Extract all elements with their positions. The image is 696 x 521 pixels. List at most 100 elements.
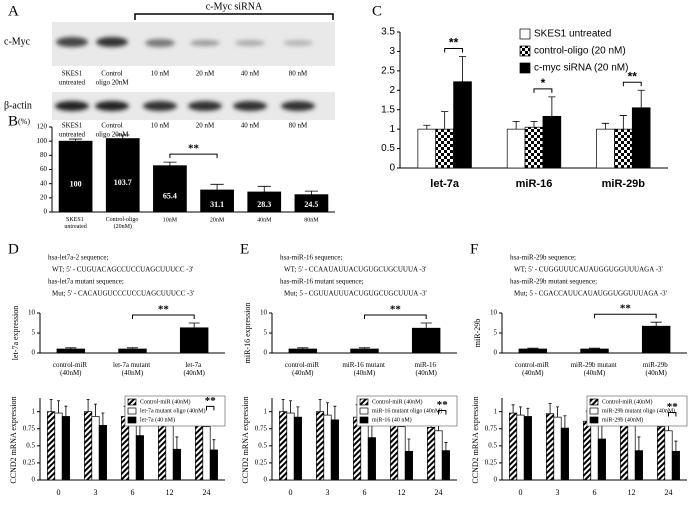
bar — [524, 126, 544, 169]
legend-label: miR-29b mutant oligo (40nM) — [602, 407, 675, 414]
bar — [590, 421, 599, 481]
bar — [631, 107, 651, 169]
y-axis-label: miR-16 expression — [243, 303, 252, 364]
bar — [509, 412, 518, 481]
error-bar — [650, 321, 662, 327]
bar — [288, 348, 318, 354]
error-bar — [601, 122, 610, 130]
error-bar — [101, 412, 105, 426]
panel-letter: C — [372, 3, 382, 19]
significance-label: ** — [437, 399, 449, 411]
y-tick-label: 2 — [389, 85, 395, 96]
blot-images — [52, 13, 335, 120]
lane-label: Control — [101, 70, 122, 78]
bar — [286, 412, 295, 481]
x-tick-label: 0 — [289, 488, 293, 497]
bar — [560, 427, 569, 481]
sequence-text: hsa-let7a-2 sequence; — [48, 254, 108, 262]
legend-swatch — [519, 62, 531, 74]
significance-bracket — [533, 88, 553, 93]
error-bar — [407, 438, 411, 452]
bar — [54, 412, 63, 481]
error-bar — [126, 347, 139, 349]
y-tick-label: 1.5 — [381, 104, 395, 115]
bar — [202, 426, 211, 481]
bar — [172, 448, 181, 481]
legend-label: miR-29b (40nM) — [602, 416, 643, 423]
y-tick-label: 0 — [494, 476, 498, 484]
sequence-text: Mut; 5 - CGACCAUUCAUAUGGUGGUUUAGA -3' — [514, 290, 667, 298]
value-label: 31.1 — [210, 200, 224, 209]
legend-swatch — [589, 407, 599, 415]
legend-label: Control-miR (40nM) — [140, 398, 191, 405]
panel-letter: D — [8, 241, 19, 257]
blot-title: c-Myc siRNA — [206, 1, 263, 12]
bar — [634, 450, 643, 481]
legend-label: Control-miR (40nM) — [372, 398, 423, 405]
y-tick-label: 10 — [490, 309, 498, 317]
bar — [516, 414, 525, 481]
error-bar — [116, 134, 130, 139]
significance-label: ** — [620, 303, 632, 315]
value-label: 24.5 — [304, 200, 318, 209]
y-tick-label: 0 — [389, 163, 395, 174]
bar — [390, 419, 399, 481]
x-tick-label: miR-16 (40nM) — [415, 361, 438, 377]
error-bar — [444, 442, 448, 451]
bar — [627, 424, 636, 481]
value-label: 100 — [70, 179, 82, 188]
legend-frame — [586, 395, 688, 427]
bar — [360, 418, 369, 481]
y-tick-label: 0.75 — [23, 424, 36, 432]
error-bar — [637, 436, 641, 451]
x-tick-label: control-miR (40nM) — [515, 361, 551, 377]
bar — [153, 165, 187, 213]
y-tick-label: 5 — [494, 329, 498, 337]
x-tick-label: 24 — [435, 488, 443, 497]
x-tick-label: 12 — [398, 488, 406, 497]
significance-label: ** — [205, 395, 217, 407]
sequence-text: has-miR-29b mutant sequence; — [510, 278, 597, 286]
significance-bracket — [622, 81, 642, 87]
x-tick-label: let-7a mutant (40nM) — [113, 361, 152, 377]
bar — [279, 411, 288, 481]
y-tick-label: 0.75 — [485, 424, 498, 432]
y-tick-label: 0.5 — [381, 143, 395, 154]
bar — [453, 81, 472, 169]
lane-label: 20 nM — [196, 70, 215, 78]
y-tick-label: 5 — [264, 329, 268, 337]
bar — [330, 419, 339, 481]
y-tick-label: 0.25 — [485, 459, 498, 467]
error-bar — [527, 347, 539, 349]
x-tick-label: 12 — [628, 488, 636, 497]
panel-letter: E — [240, 241, 249, 257]
error-bar — [526, 407, 530, 417]
bar — [293, 416, 302, 481]
bar — [209, 449, 218, 481]
y-tick-label: 0 — [494, 349, 498, 357]
x-tick-label: miR-29b — [602, 178, 646, 190]
error-bar — [212, 439, 216, 450]
error-bar — [637, 89, 645, 108]
y-tick-label: 60 — [40, 165, 48, 173]
legend-label: miR-16 mutant oligo (40nM) — [372, 407, 442, 414]
sequence-text: WT; 5' - CUGUACAGCCUCCUAGCUUUCC -3' — [52, 266, 193, 274]
sequence-text: Mut; 5' - CACAUGUCCCUCCUAGCUUUCC -3' — [52, 290, 194, 298]
x-tick-label: 24 — [665, 488, 673, 497]
y-tick-label: 20 — [40, 193, 48, 201]
x-tick-label: 3 — [94, 488, 98, 497]
error-bar — [423, 124, 431, 130]
bar — [434, 430, 443, 481]
legend-label: miR-16 (40 nM) — [372, 416, 412, 423]
lane-label: 10 nM — [151, 70, 170, 78]
bar — [411, 327, 441, 354]
bar — [84, 411, 93, 481]
panel-letter: A — [8, 3, 19, 19]
x-tick-label: SKES1 untreated — [64, 217, 86, 230]
bar — [546, 413, 555, 481]
significance-bracket — [668, 412, 677, 417]
significance-label: ** — [188, 143, 200, 155]
bar — [427, 427, 436, 481]
legend-label: let-7a (40 nM) — [140, 416, 175, 423]
